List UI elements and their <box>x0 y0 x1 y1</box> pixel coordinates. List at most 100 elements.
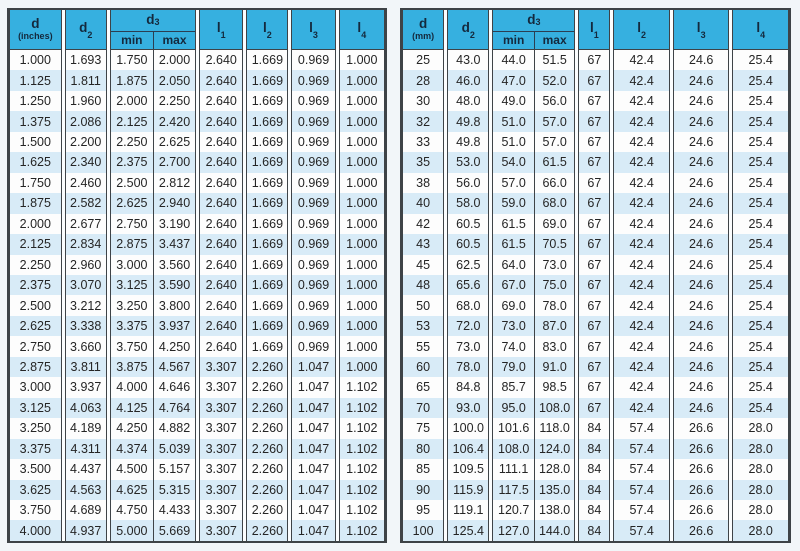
table-cell: 56.0 <box>448 172 489 194</box>
table-cell: 2.640 <box>200 70 243 91</box>
table-cell: 42.4 <box>614 234 669 255</box>
table-cell: 62.5 <box>448 254 489 275</box>
column-d3-max-data: 2.000 2.050 2.250 2.420 2.625 2.700 2.812 2.940… <box>152 50 196 541</box>
table-cell: 108.0 <box>493 438 534 460</box>
table-cell: 4.625 <box>110 479 153 500</box>
table-cell: 1.000 <box>339 254 384 275</box>
header-l4: l4 <box>733 10 788 50</box>
table-cell: 25.4 <box>733 172 788 194</box>
table-cell: 2.086 <box>65 111 106 132</box>
table-cell: 1.047 <box>292 438 335 460</box>
table-cell: 3.190 <box>153 213 196 235</box>
table-cell: 3.800 <box>153 295 196 316</box>
table-cell: 2.260 <box>247 356 288 378</box>
table-cell: 26.6 <box>673 418 729 439</box>
table-cell: 2.640 <box>200 274 243 296</box>
table-cell: 2.640 <box>200 50 243 71</box>
table-cell: 65 <box>403 377 444 398</box>
header-l4: l4 <box>339 10 384 50</box>
table-cell: 60.5 <box>448 234 489 255</box>
table-cell: 2.050 <box>153 70 196 91</box>
table-cell: 2.640 <box>200 193 243 214</box>
header-d-label: d <box>31 16 40 32</box>
column-d2-data: 1.693 1.811 1.960 2.086 2.200 2.340 2.460 2.582… <box>65 50 106 541</box>
table-cell: 58.0 <box>448 193 489 214</box>
table-cell: 33 <box>403 131 444 153</box>
column-group-l3: l3 24.6 24.6 24.6 24.6 24.6 24.6 24.6 24.6 24.6 2… <box>672 10 730 541</box>
table-cell: 28.0 <box>733 499 788 521</box>
table-cell: 127.0 <box>493 520 534 541</box>
table-cell: 48.0 <box>448 90 489 112</box>
column-group-l2: l2 1.669 1.669 1.669 1.669 1.669 1.669 1.669 1.… <box>246 10 289 541</box>
table-cell: 138.0 <box>534 499 575 521</box>
header-l4-label: l4 <box>357 19 367 40</box>
column-group-d2: d2 1.693 1.811 1.960 2.086 2.200 2.340 2.460 2.… <box>64 10 107 541</box>
table-cell: 67 <box>579 377 610 398</box>
table-cell: 25.4 <box>733 152 788 173</box>
table-cell: 3.750 <box>10 499 61 521</box>
table-cell: 3.307 <box>200 356 243 378</box>
table-cell: 1.000 <box>339 234 384 255</box>
table-cell: 1.669 <box>247 193 288 214</box>
table-cell: 25.4 <box>733 131 788 153</box>
table-cell: 1.669 <box>247 234 288 255</box>
table-cell: 3.212 <box>65 295 106 316</box>
table-cell: 42.4 <box>614 274 669 296</box>
table-cell: 1.000 <box>339 111 384 132</box>
table-cell: 1.047 <box>292 499 335 521</box>
table-cell: 1.000 <box>339 131 384 153</box>
table-cell: 24.6 <box>673 50 729 71</box>
table-cell: 3.307 <box>200 418 243 439</box>
table-cell: 1.669 <box>247 274 288 296</box>
table-cell: 2.420 <box>153 111 196 132</box>
table-cell: 1.669 <box>247 70 288 91</box>
table-cell: 1.047 <box>292 520 335 541</box>
table-cell: 59.0 <box>493 193 534 214</box>
table-cell: 55 <box>403 336 444 357</box>
table-cell: 2.640 <box>200 234 243 255</box>
table-cell: 2.640 <box>200 315 243 337</box>
table-cell: 4.000 <box>10 520 61 541</box>
table-cell: 67 <box>579 397 610 419</box>
table-cell: 2.960 <box>65 254 106 275</box>
table-cell: 67 <box>579 254 610 275</box>
table-cell: 1.000 <box>10 50 61 71</box>
table-cell: 67 <box>579 172 610 194</box>
header-l2: l2 <box>247 10 288 50</box>
table-cell: 78.0 <box>534 295 575 316</box>
table-cell: 3.125 <box>110 274 153 296</box>
table-cell: 1.000 <box>339 315 384 337</box>
table-cell: 24.6 <box>673 254 729 275</box>
table-cell: 1.375 <box>10 111 61 132</box>
table-cell: 84 <box>579 438 610 460</box>
table-cell: 5.669 <box>153 520 196 541</box>
table-cell: 1.000 <box>339 172 384 194</box>
table-cell: 1.000 <box>339 274 384 296</box>
column-d3-data: 44.0 47.0 49.0 51.0 51.0 54.0 57.0 59.0 61.5 61.5… <box>493 50 575 541</box>
table-cell: 1.047 <box>292 356 335 378</box>
table-cell: 24.6 <box>673 274 729 296</box>
table-cell: 3.625 <box>10 479 61 500</box>
table-cell: 2.640 <box>200 111 243 132</box>
table-cell: 3.937 <box>153 315 196 337</box>
table-cell: 87.0 <box>534 315 575 337</box>
table-cell: 26.6 <box>673 459 729 480</box>
table-cell: 80 <box>403 438 444 460</box>
table-cell: 84 <box>579 418 610 439</box>
table-cell: 1.669 <box>247 131 288 153</box>
table-cell: 1.000 <box>339 50 384 71</box>
table-cell: 2.260 <box>247 438 288 460</box>
table-cell: 57.0 <box>534 131 575 153</box>
header-l3-label: l3 <box>309 19 318 40</box>
table-cell: 1.000 <box>339 356 384 378</box>
column-d3-max-data: 51.5 52.0 56.0 57.0 57.0 61.5 66.0 68.0 69.0 70.5… <box>533 50 575 541</box>
table-cell: 2.677 <box>65 213 106 235</box>
table-cell: 26.6 <box>673 438 729 460</box>
table-cell: 42.4 <box>614 336 669 357</box>
table-cell: 4.882 <box>153 418 196 439</box>
table-cell: 2.625 <box>153 131 196 153</box>
table-cell: 2.625 <box>110 193 153 214</box>
table-cell: 42 <box>403 213 444 235</box>
